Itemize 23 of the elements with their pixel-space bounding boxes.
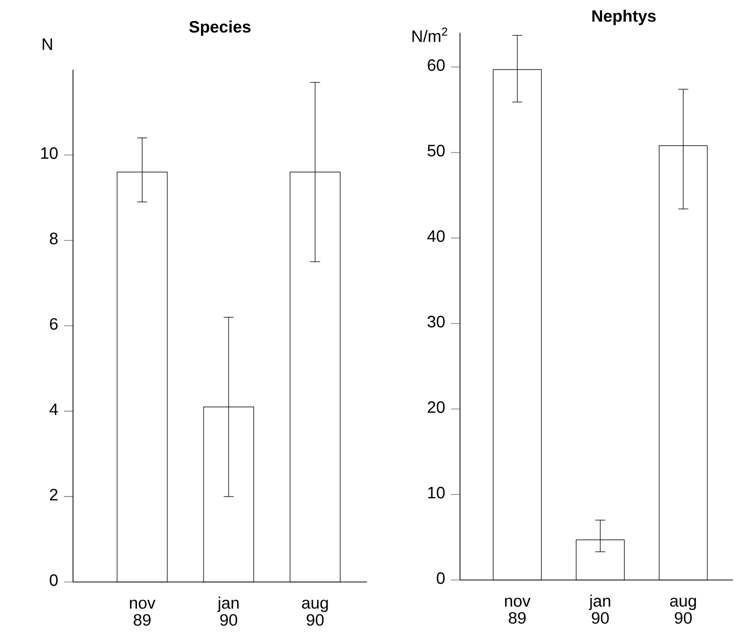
y-tick-label: 40 [427,230,445,242]
y-tick-label: 2 [50,488,58,500]
x-tick-label: aug 90 [670,598,696,624]
x-tick-label: aug 90 [302,600,328,626]
y-tick-label: 4 [50,404,58,415]
y-axis-title: N [42,38,52,50]
y-tick-label: 0 [50,574,58,586]
x-tick-label: nov 89 [505,598,530,624]
x-tick-label: nov 89 [130,600,156,626]
y-tick-label: 50 [428,144,445,156]
y-tick-label: 0 [436,572,445,584]
chart-title: Nephtys [592,10,656,26]
x-tick-label: jan 90 [588,594,610,624]
y-tick-label: 60 [428,59,445,71]
y-tick-label: 10 [41,147,58,159]
y-tick-label: 20 [428,401,445,413]
x-tick-label: jan 90 [217,596,239,626]
y-axis-title: N/m$^{2}$ [412,28,448,42]
y-tick-label: 6 [50,318,58,330]
chart-title: Species [189,20,251,36]
y-tick-label: 10 [428,486,445,498]
y-tick-label: 8 [50,232,58,244]
y-tick-label: 30 [428,316,445,328]
